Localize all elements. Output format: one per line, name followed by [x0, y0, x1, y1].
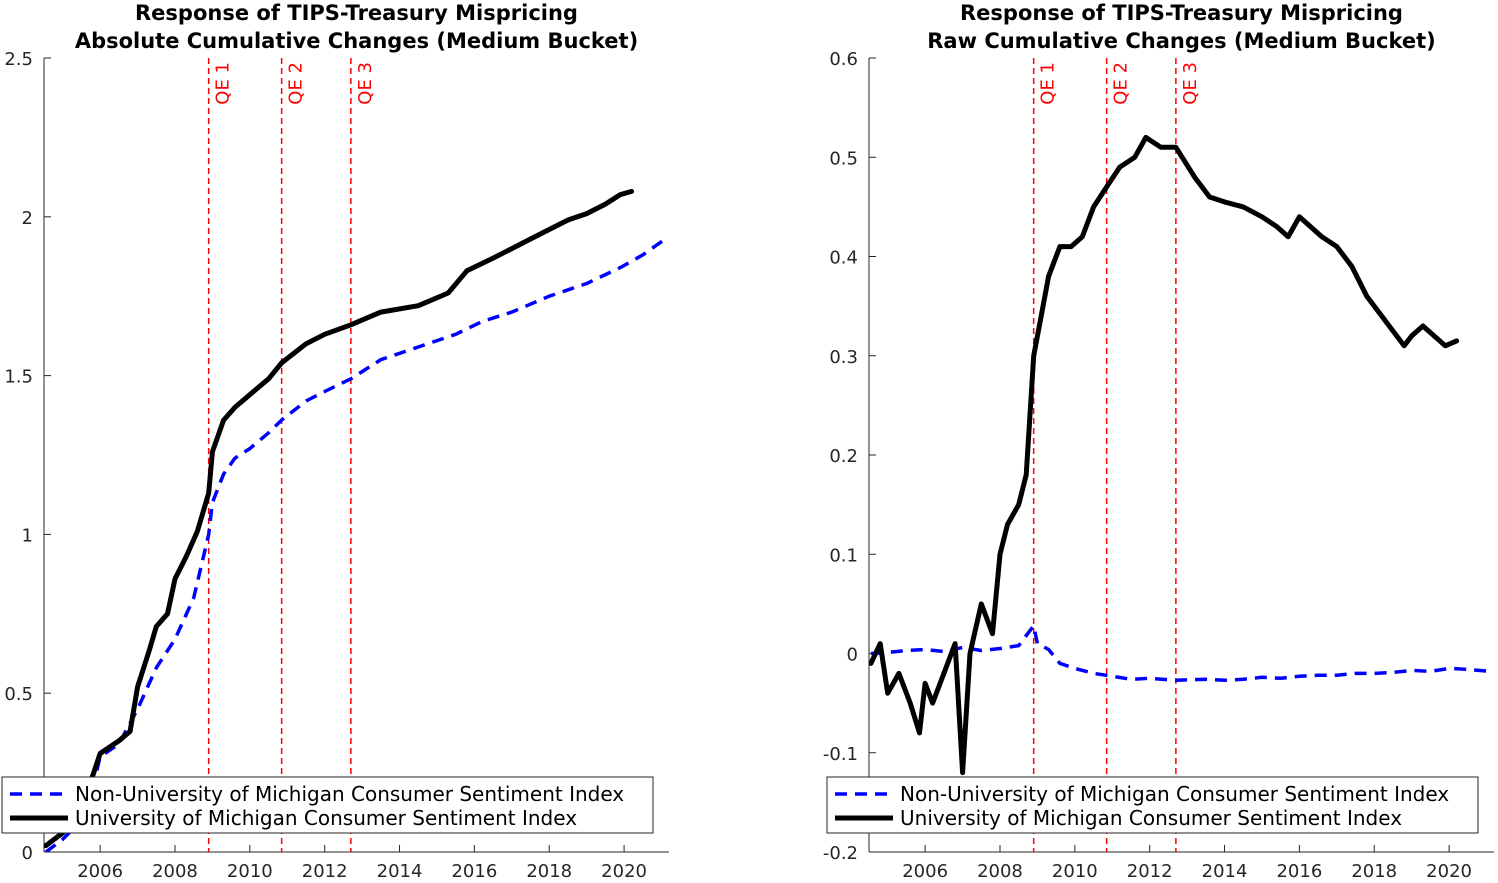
y-tick-label: 2.5	[4, 49, 33, 70]
y-tick-label: -0.1	[823, 744, 858, 765]
chart-title-line-2: Absolute Cumulative Changes (Medium Buck…	[75, 29, 638, 53]
chart-title-line-1: Response of TIPS-Treasury Mispricing	[960, 1, 1403, 25]
x-tick-label: 2014	[1202, 861, 1248, 882]
qe-label-1: QE 1	[213, 62, 234, 105]
x-tick-label: 2012	[302, 861, 348, 882]
series-line-non-umich	[44, 237, 667, 852]
x-tick-label: 2008	[152, 861, 198, 882]
series-line-non-umich	[870, 623, 1491, 683]
legend-entry: Non-University of Michigan Consumer Sent…	[75, 782, 624, 806]
y-tick-label: 0.5	[829, 148, 858, 169]
x-tick-label: 2014	[377, 861, 423, 882]
y-tick-label: 1.5	[4, 367, 33, 388]
y-tick-label: 0.1	[829, 545, 858, 566]
legend-entry: University of Michigan Consumer Sentimen…	[900, 806, 1402, 830]
x-tick-label: 2020	[1426, 861, 1472, 882]
x-tick-label: 2016	[1276, 861, 1322, 882]
legend-box	[826, 776, 1479, 834]
x-tick-label: 2020	[601, 861, 647, 882]
y-tick-label: 0.3	[829, 347, 858, 368]
x-tick-label: 2006	[902, 861, 948, 882]
x-tick-label: 2012	[1127, 861, 1173, 882]
legend-entry: Non-University of Michigan Consumer Sent…	[900, 782, 1449, 806]
qe-label-2: QE 2	[286, 62, 307, 105]
y-tick-label: 1	[22, 525, 33, 546]
x-tick-label: 2010	[1052, 861, 1098, 882]
qe-label-3: QE 3	[355, 62, 376, 105]
y-tick-label: -0.2	[823, 843, 858, 864]
chart-title-line-1: Response of TIPS-Treasury Mispricing	[135, 1, 578, 25]
qe-label-1: QE 1	[1038, 62, 1059, 105]
legend-box	[1, 776, 654, 834]
y-tick-label: 0	[22, 843, 33, 864]
qe-label-3: QE 3	[1180, 62, 1201, 105]
series-line-umich	[44, 188, 635, 849]
legend: Non-University of Michigan Consumer Sent…	[826, 776, 1479, 834]
y-tick-label: 2	[22, 208, 33, 229]
qe-label-2: QE 2	[1111, 62, 1132, 105]
chart-title-line-2: Raw Cumulative Changes (Medium Bucket)	[927, 29, 1435, 53]
x-tick-label: 2006	[77, 861, 123, 882]
x-tick-label: 2018	[526, 861, 572, 882]
y-tick-label: 0.2	[829, 446, 858, 467]
series-line-umich	[869, 134, 1460, 776]
chart-absolute-cumulative: Response of TIPS-Treasury Mispricing Abso…	[1, 1, 669, 882]
x-tick-label: 2018	[1351, 861, 1397, 882]
chart-raw-cumulative: Response of TIPS-Treasury Mispricing Raw …	[823, 1, 1494, 882]
y-tick-label: 0	[847, 645, 858, 666]
y-tick-label: 0.6	[829, 49, 858, 70]
x-tick-label: 2010	[227, 861, 273, 882]
x-tick-label: 2016	[451, 861, 497, 882]
legend-entry: University of Michigan Consumer Sentimen…	[75, 806, 577, 830]
y-tick-label: 0.5	[4, 684, 33, 705]
x-tick-label: 2008	[977, 861, 1023, 882]
y-tick-label: 0.4	[829, 248, 858, 269]
legend: Non-University of Michigan Consumer Sent…	[1, 776, 654, 834]
